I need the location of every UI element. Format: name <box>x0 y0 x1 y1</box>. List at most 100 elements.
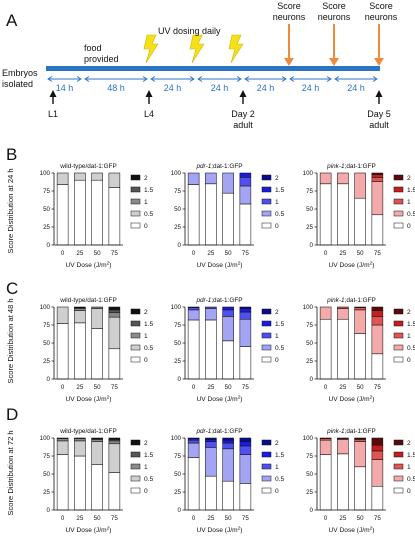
x-tick-label: 0 <box>61 250 65 257</box>
bar-segment <box>354 437 366 439</box>
stacked-bar-chart: pdr-1;dat-1:GFP 0 25 50 75 100 0 25 50 75 UV Dose … <box>171 428 285 534</box>
x-tick-label: 75 <box>242 384 249 391</box>
chart-title: pink-1;dat-1:GFP <box>326 297 376 304</box>
x-tick-label: 75 <box>111 384 118 391</box>
bar-segment <box>239 203 252 246</box>
uv-dosing-label: UV dosing daily <box>158 26 221 36</box>
bar-segment <box>205 437 217 440</box>
bar-segment <box>337 306 349 309</box>
stage-arrow-icon <box>49 90 57 104</box>
x-tick-label: 50 <box>357 384 364 391</box>
y-tick-label: 25 <box>43 358 50 365</box>
interval-arrow: 24 h <box>244 76 287 93</box>
legend-swatch <box>130 210 141 217</box>
bar-segment <box>354 309 366 334</box>
bar-segment <box>319 172 332 185</box>
legend-label: 1.5 <box>407 321 415 328</box>
legend-swatch <box>130 439 141 446</box>
bar-segment <box>108 309 121 314</box>
bar-segment <box>187 309 200 321</box>
bar-segment <box>56 323 69 380</box>
y-tick-label: 50 <box>306 471 313 478</box>
bar-segment <box>371 306 384 311</box>
bar-segment <box>319 439 332 455</box>
legend-swatch <box>393 451 404 458</box>
legend-label: 0 <box>144 357 148 364</box>
x-axis-label: UV Dose (J/m2) <box>329 261 375 270</box>
stacked-bar-chart: wild-type/dat-1:GFP 0 25 50 75 100 0 25 50 75 UV D… <box>40 163 154 269</box>
x-tick-label: 75 <box>111 515 118 522</box>
bar-segment <box>91 439 103 442</box>
legend-label: 0.5 <box>144 211 153 218</box>
x-tick-label: 0 <box>324 515 328 522</box>
bar-segment <box>91 179 103 246</box>
x-tick-label: 25 <box>76 384 83 391</box>
y-tick-label: 75 <box>43 188 50 195</box>
legend-swatch <box>130 332 141 339</box>
legend-swatch <box>393 344 404 351</box>
y-tick-label: 0 <box>47 242 51 249</box>
bar-segment <box>354 307 366 311</box>
interval-label: 14 h <box>56 83 74 93</box>
interval-arrow: 14 h <box>47 76 82 93</box>
chart-title: wild-type/dat-1:GFP <box>59 428 116 435</box>
bar-segment <box>74 438 86 442</box>
stage-arrow-icon <box>239 90 247 104</box>
bar-segment <box>239 311 252 320</box>
y-tick-label: 100 <box>303 435 314 442</box>
legend-swatch <box>261 308 272 315</box>
x-tick-label: 25 <box>339 515 346 522</box>
lightning-icon <box>228 34 244 64</box>
bar-segment <box>371 172 384 175</box>
legend-label: 2 <box>144 175 148 182</box>
legend-swatch <box>393 439 404 446</box>
legend-label: 1 <box>275 464 279 471</box>
legend-label: 1.5 <box>144 321 153 328</box>
stacked-bar-chart: pdr-1;dat-1:GFP 0 25 50 75 100 0 25 50 75 UV Dose … <box>171 297 285 403</box>
legend-label: 1.5 <box>275 452 284 459</box>
y-tick-label: 75 <box>43 453 50 460</box>
bar-segment <box>222 309 234 317</box>
bar-segment <box>108 316 121 350</box>
bar-segment <box>91 308 103 329</box>
bar-segment <box>74 172 86 181</box>
bar-segment <box>187 184 200 246</box>
bar-segment <box>222 316 234 342</box>
lightning-icon <box>189 34 205 64</box>
bar-segment <box>337 453 349 511</box>
food-label: food <box>84 43 102 53</box>
y-axis-label-72h: Score Distribution at 72 h <box>6 430 15 515</box>
legend-label: 2 <box>275 309 279 316</box>
y-tick-label: 75 <box>306 453 313 460</box>
bar-segment <box>319 318 332 380</box>
legend-swatch <box>393 198 404 205</box>
legend-label: 1 <box>275 199 279 206</box>
bar-segment <box>108 440 121 445</box>
bar-segment <box>222 340 234 380</box>
bar-segment <box>222 172 234 194</box>
legend-swatch <box>261 210 272 217</box>
chart-title: pink-1;dat-1:GFP <box>326 428 376 435</box>
stage-l4-label: L4 <box>144 109 154 119</box>
y-tick-label: 75 <box>306 322 313 329</box>
legend-swatch <box>130 198 141 205</box>
y-tick-label: 75 <box>174 453 181 460</box>
bar-segment <box>74 308 86 311</box>
legend-swatch <box>393 463 404 470</box>
legend-label: 0 <box>407 223 411 230</box>
interval-arrow: 24 h <box>197 76 242 93</box>
interval-label: 24 h <box>347 83 365 93</box>
x-tick-label: 50 <box>94 384 101 391</box>
x-axis-label: UV Dose (J/m2) <box>197 395 243 404</box>
legend-label: 2 <box>407 309 411 316</box>
y-tick-label: 75 <box>174 188 181 195</box>
legend-label: 1.5 <box>144 187 153 194</box>
bar-segment <box>371 459 384 487</box>
x-axis-label: UV Dose (J/m2) <box>66 526 112 535</box>
x-tick-label: 75 <box>374 250 381 257</box>
chart-title: pdr-1;dat-1:GFP <box>195 163 242 170</box>
legend-label: 0 <box>275 488 279 495</box>
interval-label: 24 h <box>211 83 229 93</box>
